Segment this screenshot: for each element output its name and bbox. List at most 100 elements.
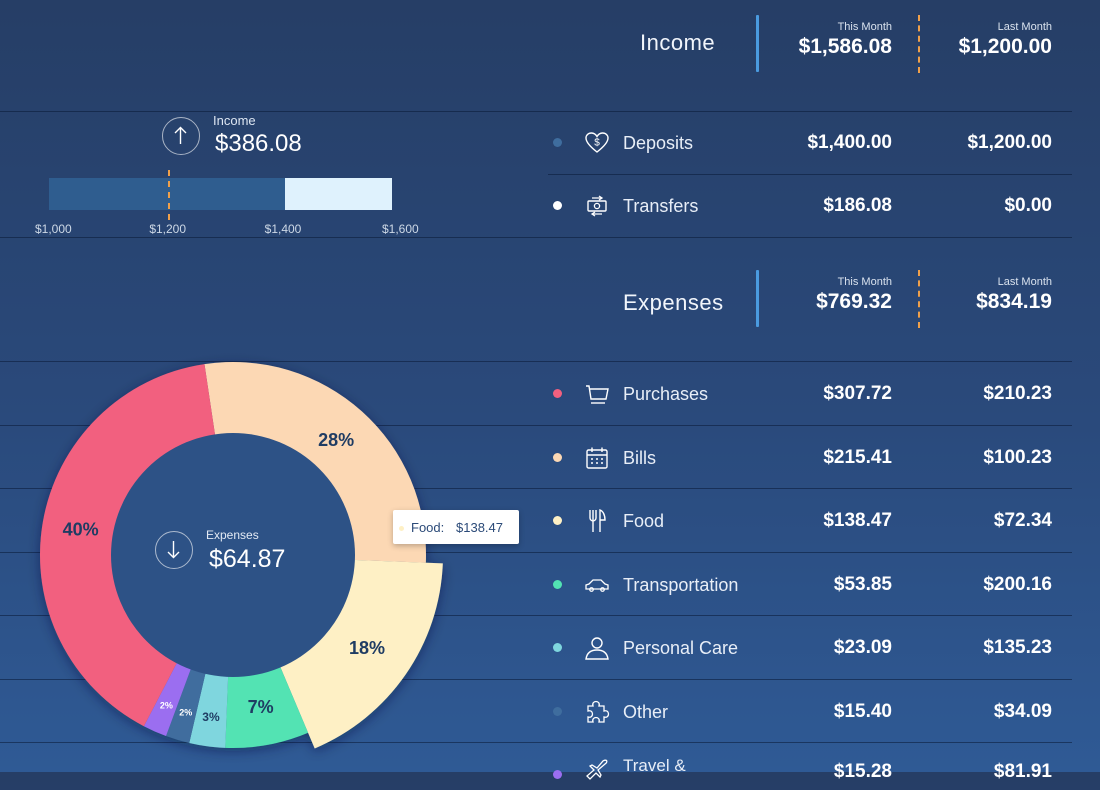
income-last-month-value: $1,200.00 (958, 35, 1052, 58)
legend-dot (553, 770, 562, 779)
expense-row-purchases[interactable]: Purchases $307.72 $210.23 (548, 374, 1068, 414)
calendar-icon (586, 447, 608, 469)
row-last-month: $0.00 (1004, 195, 1052, 216)
legend-dot (553, 580, 562, 589)
row-last-month: $72.34 (993, 510, 1052, 531)
row-this-month: $186.08 (823, 195, 892, 216)
pie-slice-food[interactable] (279, 559, 443, 749)
expenses-last-month: Last Month $834.19 (976, 276, 1052, 314)
expenses-dashed-divider (918, 270, 920, 328)
expense-row-transportation[interactable]: Transportation $53.85 $200.16 (548, 565, 1068, 605)
axis-tick: $1,200 (149, 222, 187, 236)
expenses-this-month-value: $769.32 (816, 290, 892, 313)
divider (0, 679, 1072, 680)
pie-slice-bills[interactable] (204, 362, 426, 563)
arrow-up-icon (174, 126, 187, 144)
pie-slice-label: 7% (248, 697, 274, 717)
legend-dot (553, 453, 562, 462)
income-title: Income (640, 30, 716, 55)
income-up-icon (162, 117, 200, 155)
divider (0, 488, 1072, 489)
row-last-month: $200.16 (983, 574, 1052, 595)
expense-row-personal-care[interactable]: Personal Care $23.09 $135.23 (548, 628, 1068, 668)
person-icon (585, 637, 609, 660)
divider (0, 111, 1072, 112)
row-label: Other (623, 702, 669, 722)
pie-slice-transportation[interactable] (225, 665, 309, 748)
expenses-last-month-value: $834.19 (976, 290, 1052, 313)
car-icon (585, 579, 609, 592)
donut-center-value: $64.87 (209, 545, 286, 573)
tooltip-dot (399, 526, 404, 531)
row-label: Personal Care (623, 638, 739, 658)
row-this-month: $307.72 (823, 383, 892, 404)
row-this-month: $215.41 (823, 447, 892, 468)
row-last-month: $34.09 (993, 701, 1052, 722)
divider (0, 552, 1072, 553)
row-label: Travel & (623, 756, 686, 775)
row-last-month: $81.91 (993, 761, 1052, 782)
row-label: Transportation (623, 575, 739, 595)
pie-slice-purchases[interactable] (40, 364, 216, 727)
tooltip-value: $138.47 (456, 520, 503, 535)
fork-knife-icon (589, 509, 606, 532)
plane-icon (586, 759, 608, 780)
pie-slice-label: 3% (202, 710, 220, 724)
pie-slice-label: 28% (318, 430, 354, 450)
pie-slice-label: 40% (63, 520, 99, 540)
row-label: Purchases (623, 384, 709, 404)
row-label: Food (623, 511, 665, 531)
income-bar-value: $386.08 (215, 130, 302, 157)
row-this-month: $1,400.00 (807, 132, 892, 153)
row-this-month: $15.40 (833, 701, 892, 722)
food-tooltip: Food: $138.47 (393, 510, 519, 544)
transfer-icon (587, 195, 607, 217)
row-this-month: $15.28 (833, 761, 892, 782)
tooltip-label: Food: (411, 520, 445, 535)
legend-dot (553, 707, 562, 716)
legend-dot (553, 138, 562, 147)
divider (0, 615, 1072, 616)
heart-dollar-icon: $ (585, 132, 609, 153)
income-divider (756, 15, 759, 72)
expense-row-travel[interactable]: Travel & $15.28 $81.91 (548, 750, 1068, 790)
pie-slice-label: 2% (179, 708, 192, 718)
divider (0, 425, 1072, 426)
row-last-month: $100.23 (983, 447, 1052, 468)
axis-tick: $1,400 (264, 222, 302, 236)
expense-row-bills[interactable]: Bills $215.41 $100.23 (548, 438, 1068, 478)
donut-center-label: Expenses (206, 528, 259, 542)
income-bar-track (49, 178, 396, 210)
axis-tick: $1,600 (382, 222, 419, 236)
divider (0, 361, 1072, 362)
divider (0, 742, 1072, 743)
pie-slice-other[interactable] (166, 667, 206, 743)
last-month-marker (168, 170, 171, 220)
this-month-label: This Month (837, 21, 892, 33)
legend-dot (553, 643, 562, 652)
expense-row-food[interactable]: Food $138.47 $72.34 (548, 501, 1068, 541)
expense-row-other[interactable]: Other $15.40 $34.09 (548, 692, 1068, 732)
row-this-month: $53.85 (833, 574, 892, 595)
cart-icon (586, 385, 609, 404)
expenses-donut-chart: 28% 18% 7% 3% 2% 2% 40% (40, 362, 443, 749)
this-month-label: This Month (837, 276, 892, 288)
legend-dot (553, 201, 562, 210)
row-last-month: $135.23 (983, 637, 1052, 658)
pie-slice-personal-care[interactable] (189, 671, 229, 748)
pie-slice-travel[interactable] (143, 661, 192, 737)
income-row-deposits[interactable]: $ Deposits $1,400.00 $1,200.00 (548, 123, 1068, 163)
income-bar-extra-fill (284, 178, 392, 210)
pie-slice-label: 2% (160, 700, 173, 710)
income-bar-base-fill (49, 178, 285, 210)
income-bar-label: Income (213, 113, 256, 128)
last-month-label: Last Month (997, 276, 1052, 288)
income-row-transfers[interactable]: Transfers $186.08 $0.00 (548, 186, 1068, 226)
income-dashed-divider (918, 15, 920, 73)
row-label: Transfers (623, 196, 699, 216)
row-label: Bills (623, 448, 657, 468)
divider (0, 237, 1072, 238)
arrow-down-icon (167, 541, 180, 559)
row-this-month: $138.47 (823, 510, 892, 531)
income-this-month-value: $1,586.08 (798, 35, 892, 58)
